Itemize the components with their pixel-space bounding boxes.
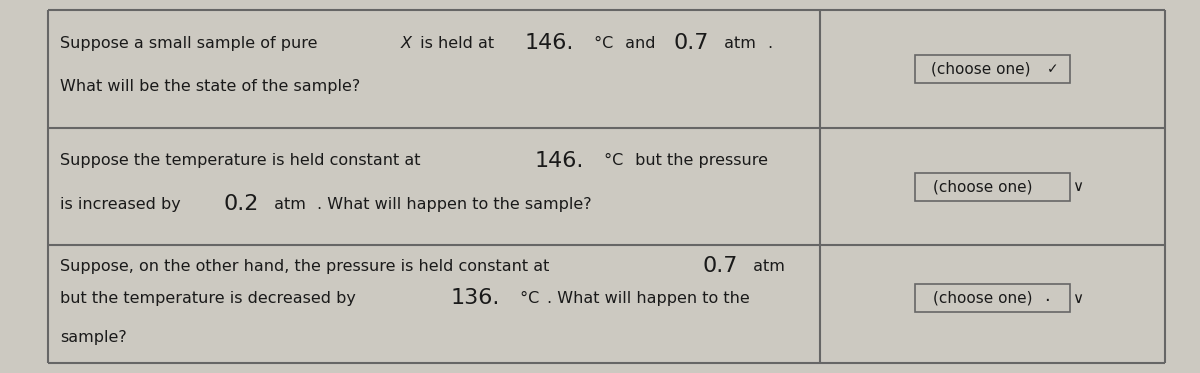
Text: but the pressure: but the pressure <box>630 153 768 168</box>
Text: . What will happen to the: . What will happen to the <box>546 291 749 305</box>
Text: atm: atm <box>270 197 306 211</box>
FancyBboxPatch shape <box>916 172 1070 201</box>
Text: (choose one): (choose one) <box>932 179 1032 194</box>
Text: is increased by: is increased by <box>60 197 186 211</box>
Text: Suppose a small sample of pure: Suppose a small sample of pure <box>60 35 323 50</box>
Text: .: . <box>1045 287 1050 305</box>
Text: sample?: sample? <box>60 329 127 345</box>
Text: °C: °C <box>599 153 623 168</box>
Text: 136.: 136. <box>451 288 500 308</box>
Text: atm: atm <box>719 35 756 50</box>
Text: (choose one): (choose one) <box>932 291 1032 305</box>
Text: Suppose the temperature is held constant at: Suppose the temperature is held constant… <box>60 153 426 168</box>
Text: ∨: ∨ <box>1072 179 1084 194</box>
Text: .: . <box>767 35 772 50</box>
Text: . What will happen to the sample?: . What will happen to the sample? <box>317 197 592 211</box>
FancyBboxPatch shape <box>916 284 1070 312</box>
Text: but the temperature is decreased by: but the temperature is decreased by <box>60 291 361 305</box>
Text: ✓: ✓ <box>1046 62 1058 76</box>
Text: atm: atm <box>748 259 785 274</box>
Text: Suppose, on the other hand, the pressure is held constant at: Suppose, on the other hand, the pressure… <box>60 259 554 274</box>
Text: 146.: 146. <box>535 151 584 171</box>
Text: ∨: ∨ <box>1072 291 1084 305</box>
Text: and: and <box>620 35 661 50</box>
Text: °C: °C <box>515 291 539 305</box>
Text: 146.: 146. <box>524 33 574 53</box>
Text: What will be the state of the sample?: What will be the state of the sample? <box>60 79 360 94</box>
Text: °C: °C <box>589 35 613 50</box>
Text: 0.2: 0.2 <box>223 194 259 214</box>
Text: is held at: is held at <box>415 35 499 50</box>
Text: X: X <box>401 35 412 50</box>
FancyBboxPatch shape <box>916 55 1070 83</box>
Text: (choose one): (choose one) <box>931 62 1031 76</box>
Text: 0.7: 0.7 <box>702 256 738 276</box>
Text: 0.7: 0.7 <box>673 33 708 53</box>
